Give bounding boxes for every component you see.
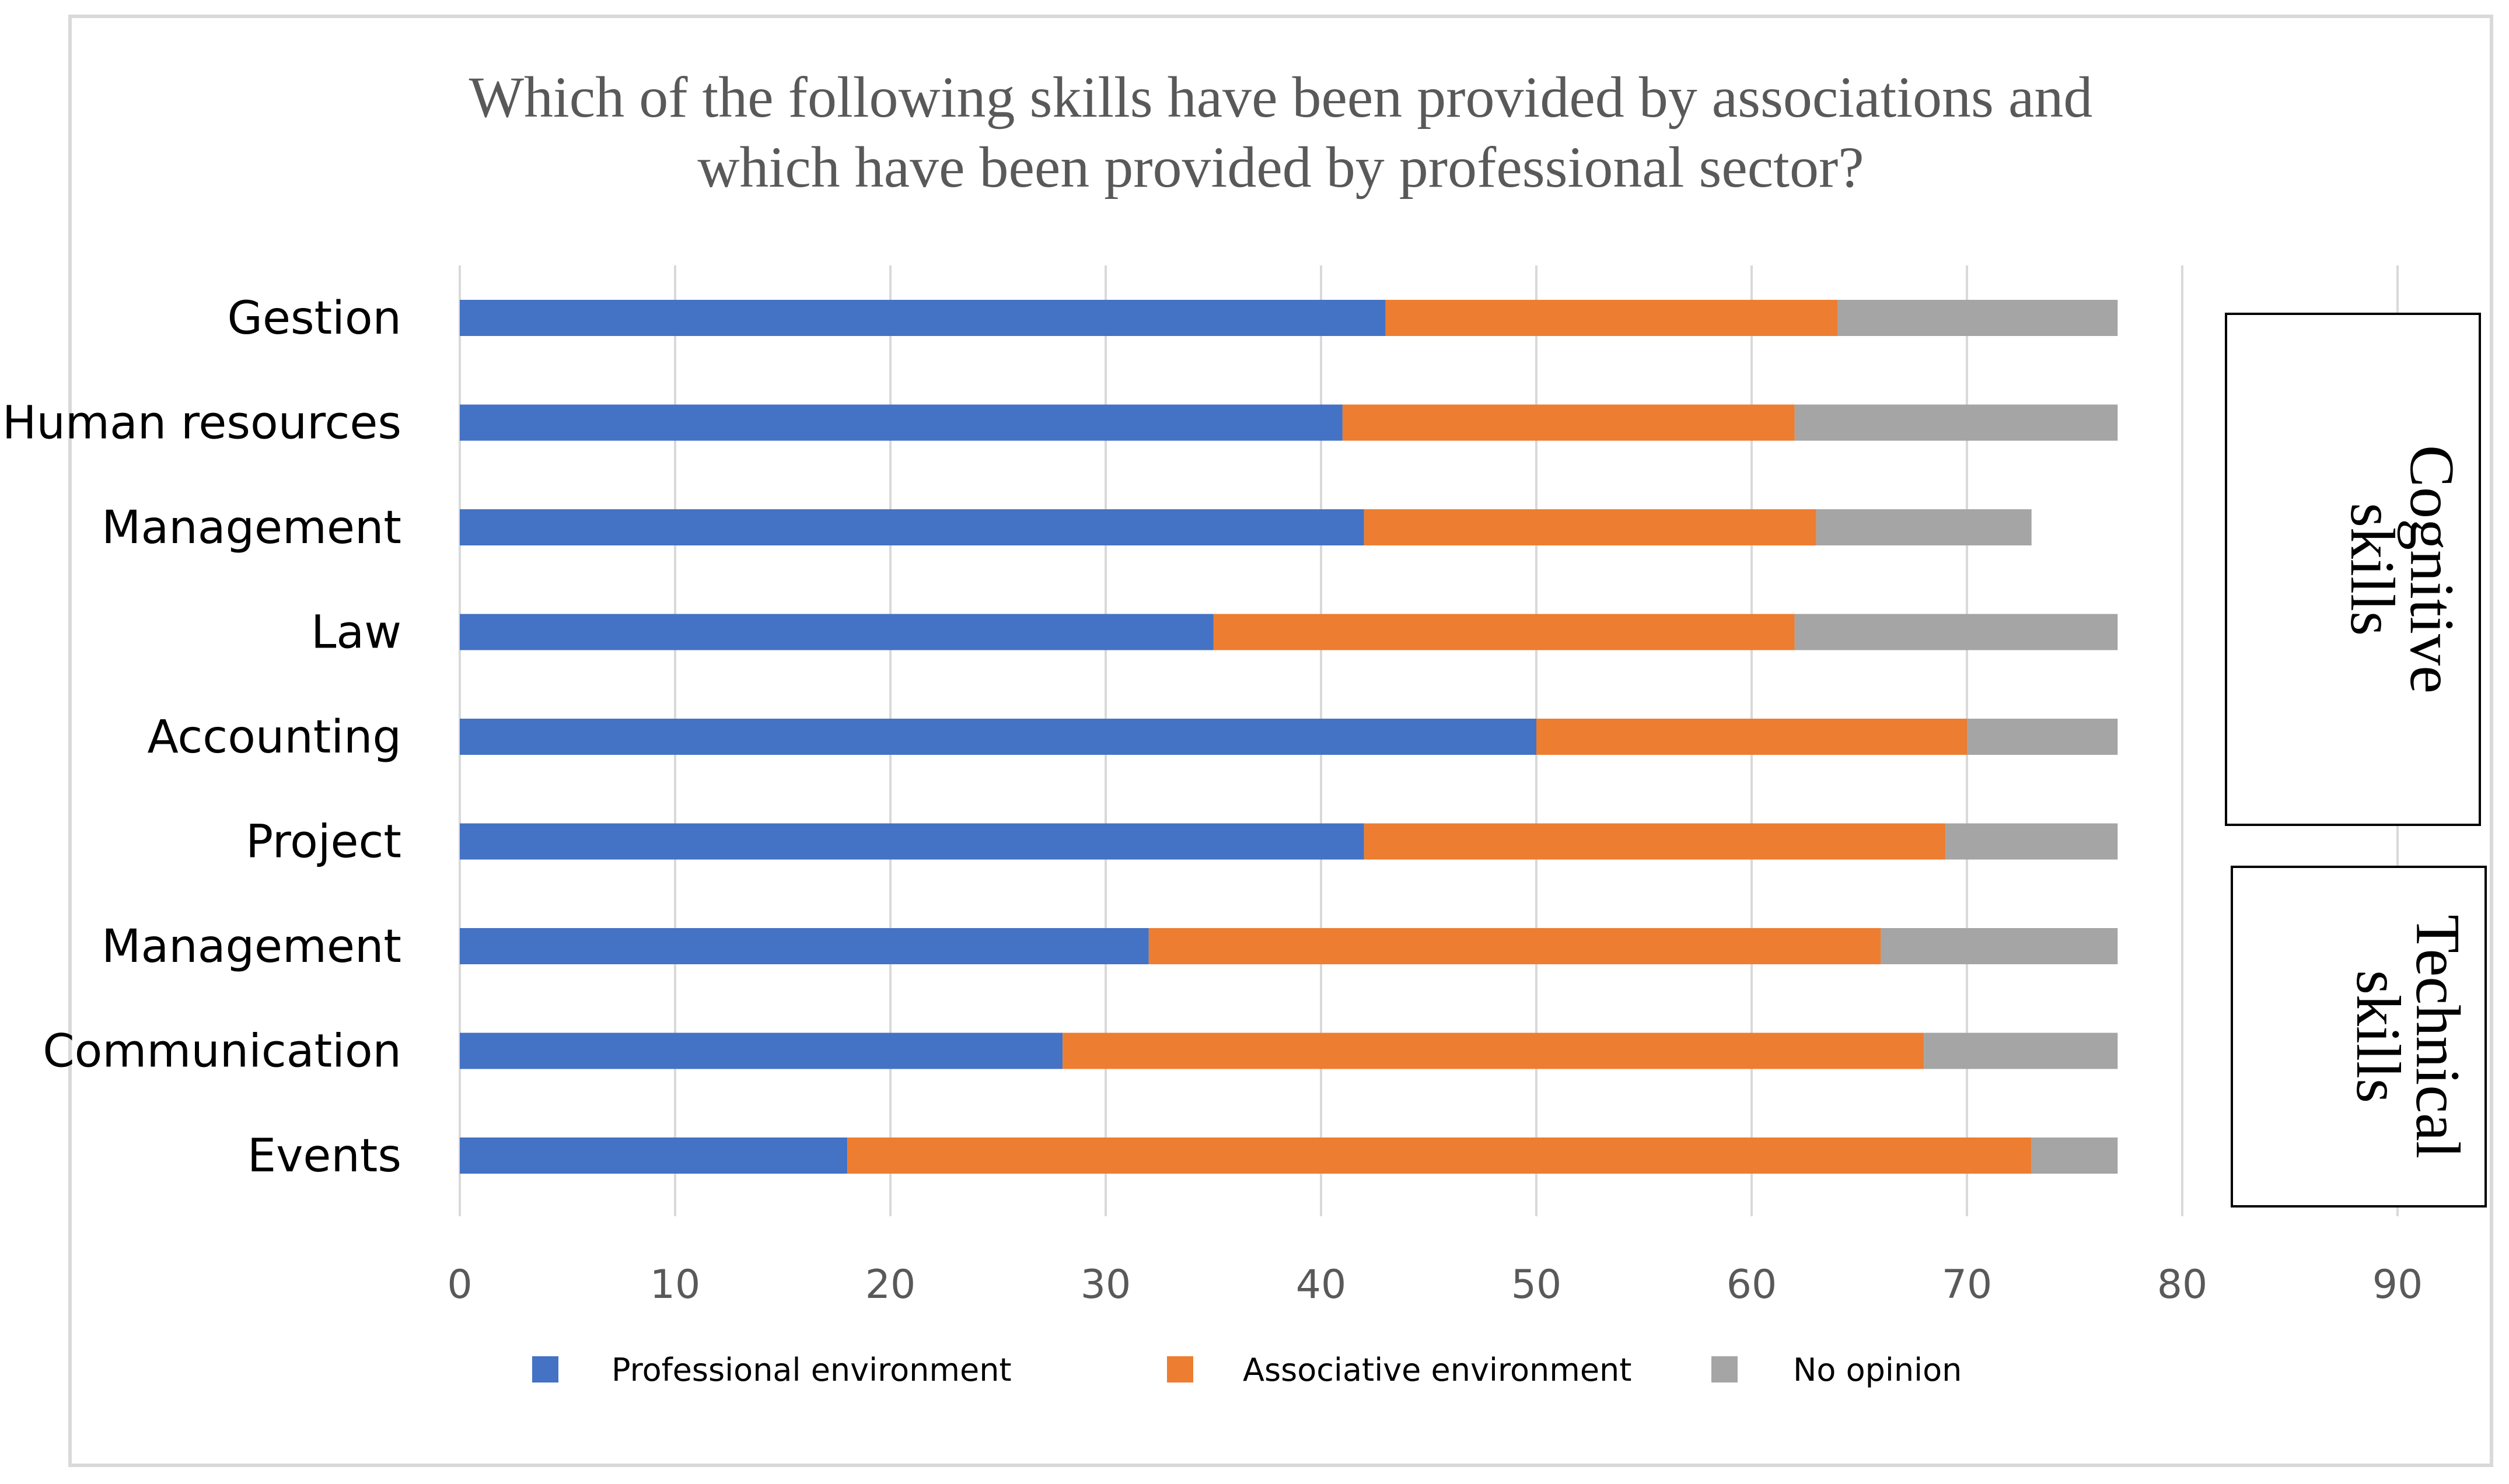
bar-1-series-0 bbox=[460, 404, 1343, 441]
group-box-technical bbox=[2231, 866, 2487, 1208]
bar-5-series-1 bbox=[1364, 823, 1946, 860]
bar-2-series-1 bbox=[1364, 509, 1816, 545]
bar-8-series-2 bbox=[2031, 1138, 2118, 1174]
bar-3-series-1 bbox=[1213, 614, 1795, 650]
group-box-cognitive bbox=[2225, 313, 2481, 826]
legend-swatch-professional bbox=[532, 1356, 558, 1382]
bar-4-series-0 bbox=[460, 719, 1536, 755]
legend-swatch-no-opinion bbox=[1711, 1356, 1738, 1382]
x-tick-label-4: 40 bbox=[1296, 1262, 1347, 1308]
bar-2-series-2 bbox=[1816, 509, 2032, 545]
legend: Professional environment Associative env… bbox=[532, 1352, 1962, 1388]
category-label-7: Communication bbox=[43, 1026, 401, 1078]
bar-6-series-1 bbox=[1148, 928, 1881, 964]
group-technical: Technical skills bbox=[2231, 866, 2487, 1208]
bar-1-series-1 bbox=[1342, 404, 1795, 441]
bar-8-series-1 bbox=[847, 1138, 2032, 1174]
x-tick-label-1: 10 bbox=[650, 1262, 701, 1308]
group-label-cognitive-line2: skills bbox=[2337, 503, 2407, 636]
group-label-cognitive-line1: Cognitive bbox=[2397, 445, 2466, 694]
x-tick-label-9: 90 bbox=[2372, 1262, 2423, 1308]
legend-label-associative: Associative environment bbox=[1243, 1352, 1631, 1388]
x-tick-label-2: 20 bbox=[865, 1262, 916, 1308]
x-tick-label-7: 70 bbox=[1942, 1262, 1993, 1308]
bar-4-series-2 bbox=[1967, 719, 2118, 755]
bar-6-series-0 bbox=[460, 928, 1149, 964]
bar-0-series-1 bbox=[1385, 300, 1838, 336]
x-tick-label-8: 80 bbox=[2157, 1262, 2208, 1308]
legend-label-no-opinion: No opinion bbox=[1793, 1352, 1962, 1388]
bar-6-series-2 bbox=[1881, 928, 2118, 964]
x-tick-labels: 0 10 20 30 40 50 60 70 80 90 bbox=[447, 1262, 2423, 1308]
bar-7-series-2 bbox=[1924, 1032, 2118, 1069]
category-label-5: Project bbox=[246, 816, 401, 869]
category-label-6: Management bbox=[102, 921, 401, 973]
bar-4-series-1 bbox=[1536, 719, 1967, 755]
bar-7-series-0 bbox=[460, 1032, 1063, 1069]
bar-7-series-1 bbox=[1063, 1032, 1924, 1069]
legend-swatch-associative bbox=[1167, 1356, 1193, 1382]
chart-title-line-1: Which of the following skills have been … bbox=[469, 65, 2093, 130]
x-tick-label-6: 60 bbox=[1727, 1262, 1777, 1308]
bar-5-series-2 bbox=[1945, 823, 2118, 860]
x-tick-label-0: 0 bbox=[447, 1262, 472, 1308]
chart-title-line-2: which have been provided by professional… bbox=[697, 135, 1864, 200]
bar-3-series-0 bbox=[460, 614, 1214, 650]
bar-8-series-0 bbox=[460, 1138, 848, 1174]
category-label-1: Human resources bbox=[2, 397, 401, 450]
category-label-2: Management bbox=[102, 502, 401, 554]
legend-label-professional: Professional environment bbox=[611, 1352, 1012, 1388]
bar-0-series-0 bbox=[460, 300, 1386, 336]
x-tick-label-5: 50 bbox=[1511, 1262, 1562, 1308]
x-tick-label-3: 30 bbox=[1081, 1262, 1131, 1308]
bar-5-series-0 bbox=[460, 823, 1364, 860]
bar-0-series-2 bbox=[1837, 300, 2118, 336]
category-label-8: Events bbox=[247, 1130, 401, 1182]
bar-3-series-2 bbox=[1794, 614, 2118, 650]
bar-1-series-2 bbox=[1794, 404, 2118, 441]
bar-2-series-0 bbox=[460, 509, 1364, 545]
group-label-technical-line1: Technical bbox=[2403, 915, 2472, 1158]
category-label-3: Law bbox=[311, 607, 401, 659]
group-cognitive: Cognitive skills bbox=[2225, 313, 2481, 826]
category-label-0: Gestion bbox=[228, 292, 401, 345]
category-label-4: Accounting bbox=[147, 711, 401, 764]
category-labels: Gestion Human resources Management Law Accou… bbox=[2, 292, 401, 1182]
bars bbox=[460, 300, 2118, 1174]
chart-frame bbox=[68, 15, 2493, 1467]
group-label-technical-line2: skills bbox=[2343, 970, 2413, 1103]
